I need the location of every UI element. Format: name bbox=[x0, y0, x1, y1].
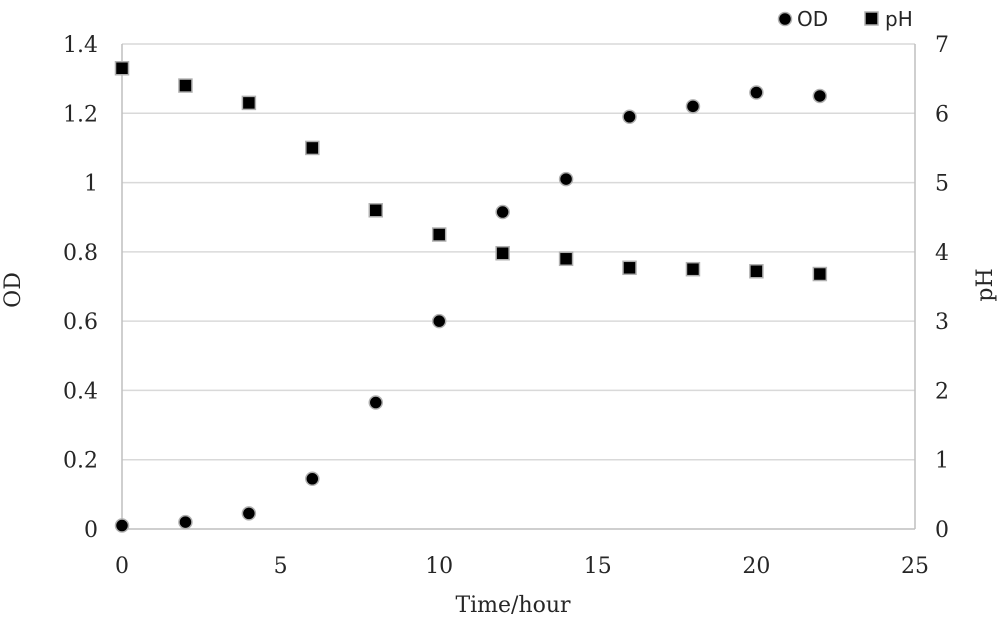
point-ph bbox=[179, 79, 192, 92]
point-ph bbox=[242, 96, 255, 109]
gridlines bbox=[122, 44, 915, 460]
point-ph bbox=[560, 252, 573, 265]
point-ph bbox=[623, 261, 636, 274]
point-od bbox=[242, 507, 255, 520]
legend-od-marker bbox=[779, 13, 792, 26]
y2-tick-label: 4 bbox=[935, 241, 949, 266]
y-tick-label: 0 bbox=[84, 518, 98, 543]
legend-ph-label: pH bbox=[885, 7, 913, 31]
x-tick-label: 0 bbox=[115, 554, 129, 579]
x-tick-label: 10 bbox=[425, 554, 453, 579]
legend-od-label: OD bbox=[797, 7, 828, 31]
y-tick-labels: 0 0.2 0.4 0.6 0.8 1 1.2 1.4 bbox=[63, 33, 98, 543]
y2-tick-label: 1 bbox=[935, 449, 949, 474]
y2-axis-title: pH bbox=[973, 268, 998, 301]
point-od bbox=[623, 110, 636, 123]
point-od bbox=[369, 396, 382, 409]
x-tick-labels: 0 5 10 15 20 25 bbox=[115, 554, 929, 579]
y-tick-label: 1.2 bbox=[63, 102, 98, 127]
series-od bbox=[116, 86, 827, 532]
x-axis-title: Time/hour bbox=[455, 593, 571, 618]
point-ph bbox=[496, 247, 509, 260]
point-ph bbox=[116, 62, 129, 75]
point-ph bbox=[306, 141, 319, 154]
y-tick-label: 1 bbox=[84, 172, 98, 197]
y-tick-label: 0.2 bbox=[63, 449, 98, 474]
y2-tick-labels: 0 1 2 3 4 5 6 7 bbox=[935, 33, 949, 543]
y-tick-label: 0.6 bbox=[63, 310, 98, 335]
y2-tick-label: 2 bbox=[935, 379, 949, 404]
point-od bbox=[116, 519, 129, 532]
point-ph bbox=[369, 204, 382, 217]
point-od bbox=[560, 173, 573, 186]
y-axis-title: OD bbox=[1, 272, 26, 308]
point-od bbox=[179, 516, 192, 529]
point-od bbox=[496, 206, 509, 219]
point-od bbox=[306, 472, 319, 485]
y2-tick-label: 6 bbox=[935, 102, 949, 127]
x-tick-label: 25 bbox=[901, 554, 929, 579]
x-tick-label: 20 bbox=[742, 554, 770, 579]
chart: 0 5 10 15 20 25 0 0.2 0.4 0.6 0.8 1 1.2 1.4 0 1 2 3 4 5 6 7… bbox=[0, 0, 1000, 619]
y2-tick-label: 0 bbox=[935, 518, 949, 543]
axes bbox=[122, 44, 915, 529]
point-od bbox=[750, 86, 763, 99]
series-ph bbox=[116, 62, 827, 281]
legend: OD pH bbox=[779, 7, 913, 31]
data-series bbox=[116, 62, 827, 532]
y2-tick-label: 5 bbox=[935, 172, 949, 197]
point-ph bbox=[686, 263, 699, 276]
point-od bbox=[686, 100, 699, 113]
point-ph bbox=[433, 228, 446, 241]
point-ph bbox=[750, 265, 763, 278]
x-tick-label: 5 bbox=[274, 554, 288, 579]
y-tick-label: 0.8 bbox=[63, 241, 98, 266]
y2-tick-label: 7 bbox=[935, 33, 949, 58]
point-od bbox=[813, 89, 826, 102]
point-ph bbox=[813, 268, 826, 281]
point-od bbox=[433, 315, 446, 328]
y-tick-label: 1.4 bbox=[63, 33, 98, 58]
x-tick-label: 15 bbox=[584, 554, 612, 579]
y-tick-label: 0.4 bbox=[63, 379, 98, 404]
y2-tick-label: 3 bbox=[935, 310, 949, 335]
legend-ph-marker bbox=[865, 12, 878, 25]
